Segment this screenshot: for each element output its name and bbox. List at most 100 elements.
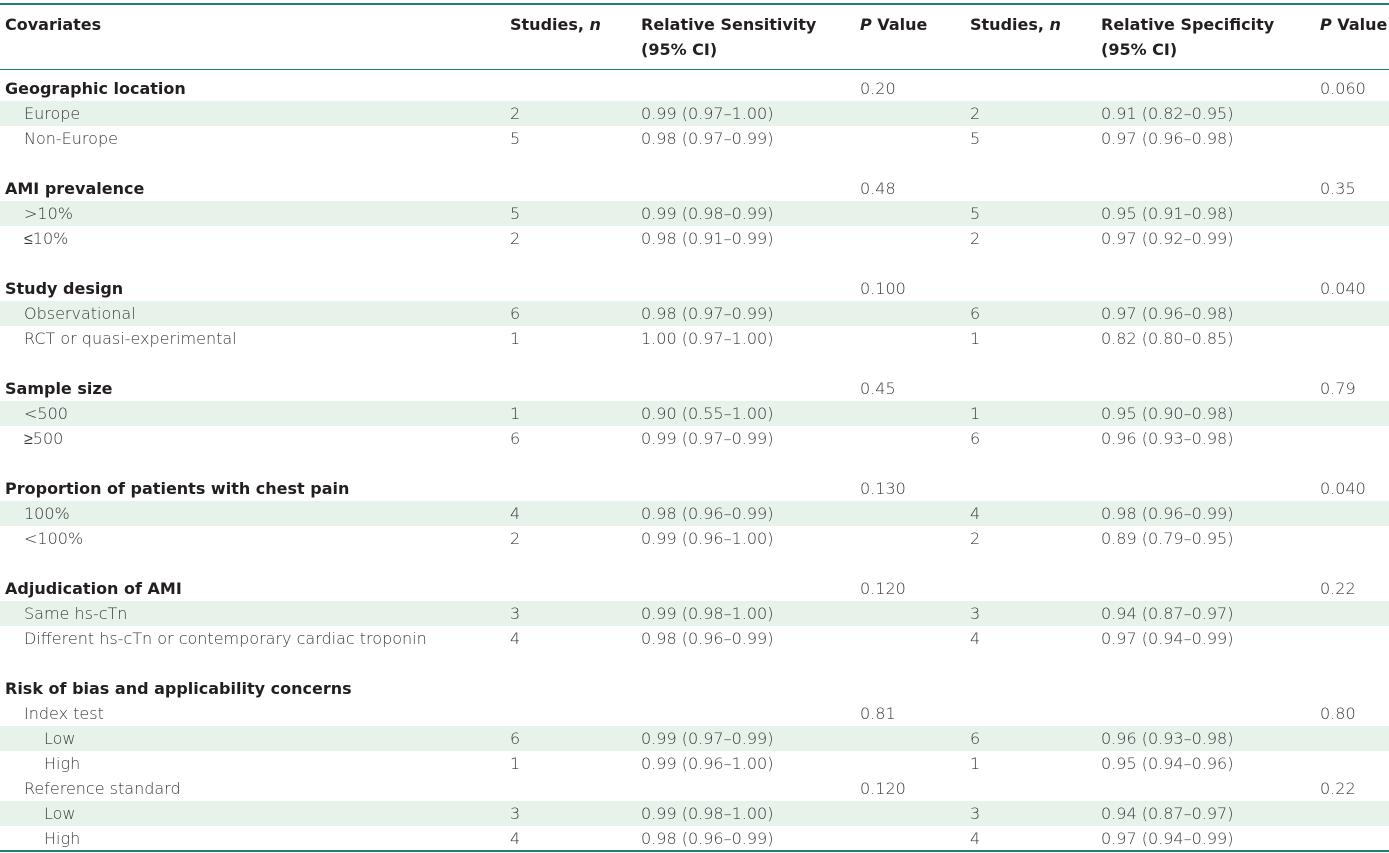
cell-relative-specificity: 0.98 (0.96–0.99) — [1101, 504, 1234, 523]
cell-relative-specificity: 0.82 (0.80–0.85) — [1101, 329, 1234, 348]
header-rule — [0, 69, 1389, 70]
group-row: Study design 0.100 0.040 — [0, 276, 1389, 301]
header-studies-sensitivity: Studies, n — [510, 12, 601, 37]
cell-relative-specificity: 0.94 (0.87–0.97) — [1101, 804, 1234, 823]
header-p-italic: P — [860, 15, 872, 34]
cell-covariate: >10% — [24, 204, 73, 223]
cell-studies-specificity: 6 — [970, 304, 981, 323]
header-covariates: Covariates — [5, 12, 101, 37]
cell-studies-specificity: 1 — [970, 754, 981, 773]
cell-relative-sensitivity: 0.99 (0.97–1.00) — [641, 104, 774, 123]
spacer-row — [0, 251, 1389, 276]
cell-covariate: Study design — [5, 279, 124, 298]
cell-studies-sensitivity: 4 — [510, 629, 521, 648]
cell-covariate: Index test — [24, 704, 104, 723]
cell-covariate: Low — [44, 804, 76, 823]
group-row: Adjudication of AMI 0.120 0.22 — [0, 576, 1389, 601]
cell-relative-sensitivity: 0.99 (0.97–0.99) — [641, 729, 774, 748]
cell-studies-sensitivity: 4 — [510, 829, 521, 848]
cell-relative-sensitivity: 0.99 (0.96–1.00) — [641, 754, 774, 773]
spacer-row — [0, 151, 1389, 176]
cell-relative-specificity: 0.95 (0.91–0.98) — [1101, 204, 1234, 223]
cell-p-value-specificity: 0.35 — [1320, 179, 1356, 198]
table-row: High 4 0.98 (0.96–0.99) 4 0.97 (0.94–0.99) — [0, 826, 1389, 851]
cell-studies-specificity: 4 — [970, 829, 981, 848]
cell-studies-specificity: 1 — [970, 329, 981, 348]
cell-p-value-sensitivity: 0.120 — [860, 779, 906, 798]
cell-p-value-specificity: 0.060 — [1320, 79, 1366, 98]
cell-studies-sensitivity: 4 — [510, 504, 521, 523]
cell-covariate: Non-Europe — [24, 129, 118, 148]
cell-studies-specificity: 3 — [970, 804, 981, 823]
cell-covariate: Same hs-cTn — [24, 604, 128, 623]
table-row: Observational 6 0.98 (0.97–0.99) 6 0.97 (0.9… — [0, 301, 1389, 326]
cell-relative-sensitivity: 0.90 (0.55–1.00) — [641, 404, 774, 423]
cell-studies-specificity: 1 — [970, 404, 981, 423]
cell-relative-sensitivity: 0.98 (0.96–0.99) — [641, 629, 774, 648]
cell-relative-specificity: 0.97 (0.94–0.99) — [1101, 829, 1234, 848]
header-p-value-sensitivity: P Value — [860, 12, 927, 37]
cell-covariate: Proportion of patients with chest pain — [5, 479, 350, 498]
cell-studies-sensitivity: 1 — [510, 404, 521, 423]
cell-relative-specificity: 0.96 (0.93–0.98) — [1101, 429, 1234, 448]
subgroup-row: Index test 0.81 0.80 — [0, 701, 1389, 726]
cell-p-value-sensitivity: 0.20 — [860, 79, 896, 98]
cell-covariate: Low — [44, 729, 76, 748]
table-row: Non-Europe 5 0.98 (0.97–0.99) 5 0.97 (0.96–0… — [0, 126, 1389, 151]
cell-covariate: <100% — [24, 529, 84, 548]
cell-studies-specificity: 2 — [970, 529, 981, 548]
cell-p-value-sensitivity: 0.100 — [860, 279, 906, 298]
cell-relative-specificity: 0.95 (0.90–0.98) — [1101, 404, 1234, 423]
cell-relative-sensitivity: 0.98 (0.97–0.99) — [641, 129, 774, 148]
cell-covariate: <500 — [24, 404, 68, 423]
table-row: ≥500 6 0.99 (0.97–0.99) 6 0.96 (0.93–0.98) — [0, 426, 1389, 451]
table-row: ≤10% 2 0.98 (0.91–0.99) 2 0.97 (0.92–0.99) — [0, 226, 1389, 251]
cell-p-value-specificity: 0.80 — [1320, 704, 1356, 723]
table-row: >10% 5 0.99 (0.98–0.99) 5 0.95 (0.91–0.98) — [0, 201, 1389, 226]
cell-studies-sensitivity: 2 — [510, 104, 521, 123]
cell-studies-specificity: 3 — [970, 604, 981, 623]
cell-covariate: Europe — [24, 104, 81, 123]
cell-covariate: AMI prevalence — [5, 179, 145, 198]
cell-studies-sensitivity: 1 — [510, 754, 521, 773]
header-n-italic: n — [1049, 15, 1061, 34]
cell-studies-sensitivity: 1 — [510, 329, 521, 348]
cell-studies-specificity: 5 — [970, 129, 981, 148]
cell-relative-specificity: 0.97 (0.96–0.98) — [1101, 304, 1234, 323]
cell-p-value-sensitivity: 0.48 — [860, 179, 896, 198]
table-row: High 1 0.99 (0.96–1.00) 1 0.95 (0.94–0.96) — [0, 751, 1389, 776]
cell-relative-sensitivity: 0.98 (0.91–0.99) — [641, 229, 774, 248]
group-row: AMI prevalence 0.48 0.35 — [0, 176, 1389, 201]
cell-studies-sensitivity: 5 — [510, 204, 521, 223]
cell-relative-specificity: 0.94 (0.87–0.97) — [1101, 604, 1234, 623]
header-rel-spec-line1: Relative Specificity — [1101, 15, 1275, 34]
cell-p-value-sensitivity: 0.81 — [860, 704, 896, 723]
table-row: <100% 2 0.99 (0.96–1.00) 2 0.89 (0.79–0.95) — [0, 526, 1389, 551]
cell-studies-sensitivity: 5 — [510, 129, 521, 148]
cell-p-value-sensitivity: 0.45 — [860, 379, 896, 398]
table-row: Same hs-cTn 3 0.99 (0.98–1.00) 3 0.94 (0.87–… — [0, 601, 1389, 626]
cell-covariate: Sample size — [5, 379, 113, 398]
group-row: Sample size 0.45 0.79 — [0, 376, 1389, 401]
cell-covariate: High — [44, 829, 81, 848]
cell-relative-sensitivity: 0.99 (0.96–1.00) — [641, 529, 774, 548]
cell-p-value-specificity: 0.79 — [1320, 379, 1356, 398]
cell-relative-sensitivity: 1.00 (0.97–1.00) — [641, 329, 774, 348]
cell-covariate: ≤10% — [24, 229, 69, 248]
cell-covariate: Adjudication of AMI — [5, 579, 182, 598]
table-row: Low 3 0.99 (0.98–1.00) 3 0.94 (0.87–0.97) — [0, 801, 1389, 826]
cell-relative-specificity: 0.97 (0.92–0.99) — [1101, 229, 1234, 248]
cell-covariate: 100% — [24, 504, 70, 523]
cell-covariate: Risk of bias and applicability concerns — [5, 679, 352, 698]
group-row: Proportion of patients with chest pain 0.… — [0, 476, 1389, 501]
cell-p-value-specificity: 0.22 — [1320, 779, 1356, 798]
cell-studies-sensitivity: 3 — [510, 804, 521, 823]
cell-p-value-sensitivity: 0.130 — [860, 479, 906, 498]
cell-relative-specificity: 0.97 (0.96–0.98) — [1101, 129, 1234, 148]
table-bottom-rule — [0, 850, 1389, 852]
cell-relative-sensitivity: 0.99 (0.98–0.99) — [641, 204, 774, 223]
header-n-italic: n — [589, 15, 601, 34]
cell-relative-specificity: 0.96 (0.93–0.98) — [1101, 729, 1234, 748]
cell-studies-sensitivity: 2 — [510, 229, 521, 248]
header-rel-sens-line2: (95% CI) — [641, 40, 718, 59]
